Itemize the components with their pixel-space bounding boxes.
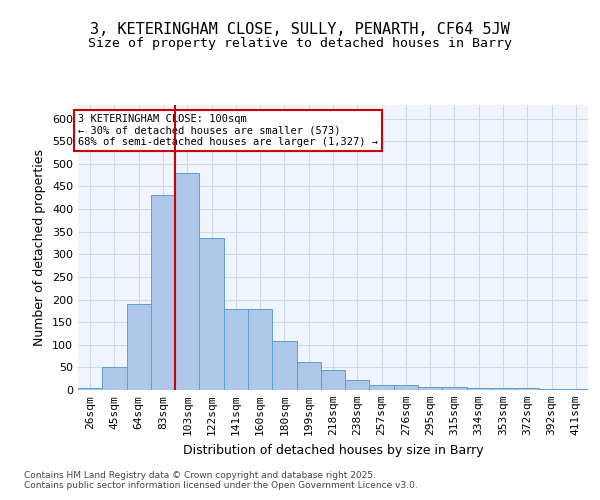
Bar — [248, 310, 272, 390]
Bar — [175, 173, 199, 390]
Bar — [272, 341, 296, 390]
Text: 3, KETERINGHAM CLOSE, SULLY, PENARTH, CF64 5JW: 3, KETERINGHAM CLOSE, SULLY, PENARTH, CF… — [90, 22, 510, 38]
Y-axis label: Number of detached properties: Number of detached properties — [34, 149, 46, 346]
Bar — [467, 388, 491, 390]
Bar — [102, 368, 127, 390]
Bar — [151, 196, 175, 390]
Text: Contains HM Land Registry data © Crown copyright and database right 2025.
Contai: Contains HM Land Registry data © Crown c… — [24, 470, 418, 490]
Bar — [199, 238, 224, 390]
Bar — [564, 388, 588, 390]
Bar — [418, 387, 442, 390]
Bar — [296, 362, 321, 390]
Bar — [515, 388, 539, 390]
Bar — [345, 380, 370, 390]
Bar — [78, 388, 102, 390]
Bar — [491, 388, 515, 390]
Bar — [321, 370, 345, 390]
Text: 3 KETERINGHAM CLOSE: 100sqm
← 30% of detached houses are smaller (573)
68% of se: 3 KETERINGHAM CLOSE: 100sqm ← 30% of det… — [78, 114, 378, 147]
Text: Size of property relative to detached houses in Barry: Size of property relative to detached ho… — [88, 38, 512, 51]
Bar — [442, 387, 467, 390]
Bar — [127, 304, 151, 390]
Bar — [370, 386, 394, 390]
Bar — [394, 386, 418, 390]
Bar — [539, 388, 564, 390]
Bar — [224, 310, 248, 390]
X-axis label: Distribution of detached houses by size in Barry: Distribution of detached houses by size … — [182, 444, 484, 456]
